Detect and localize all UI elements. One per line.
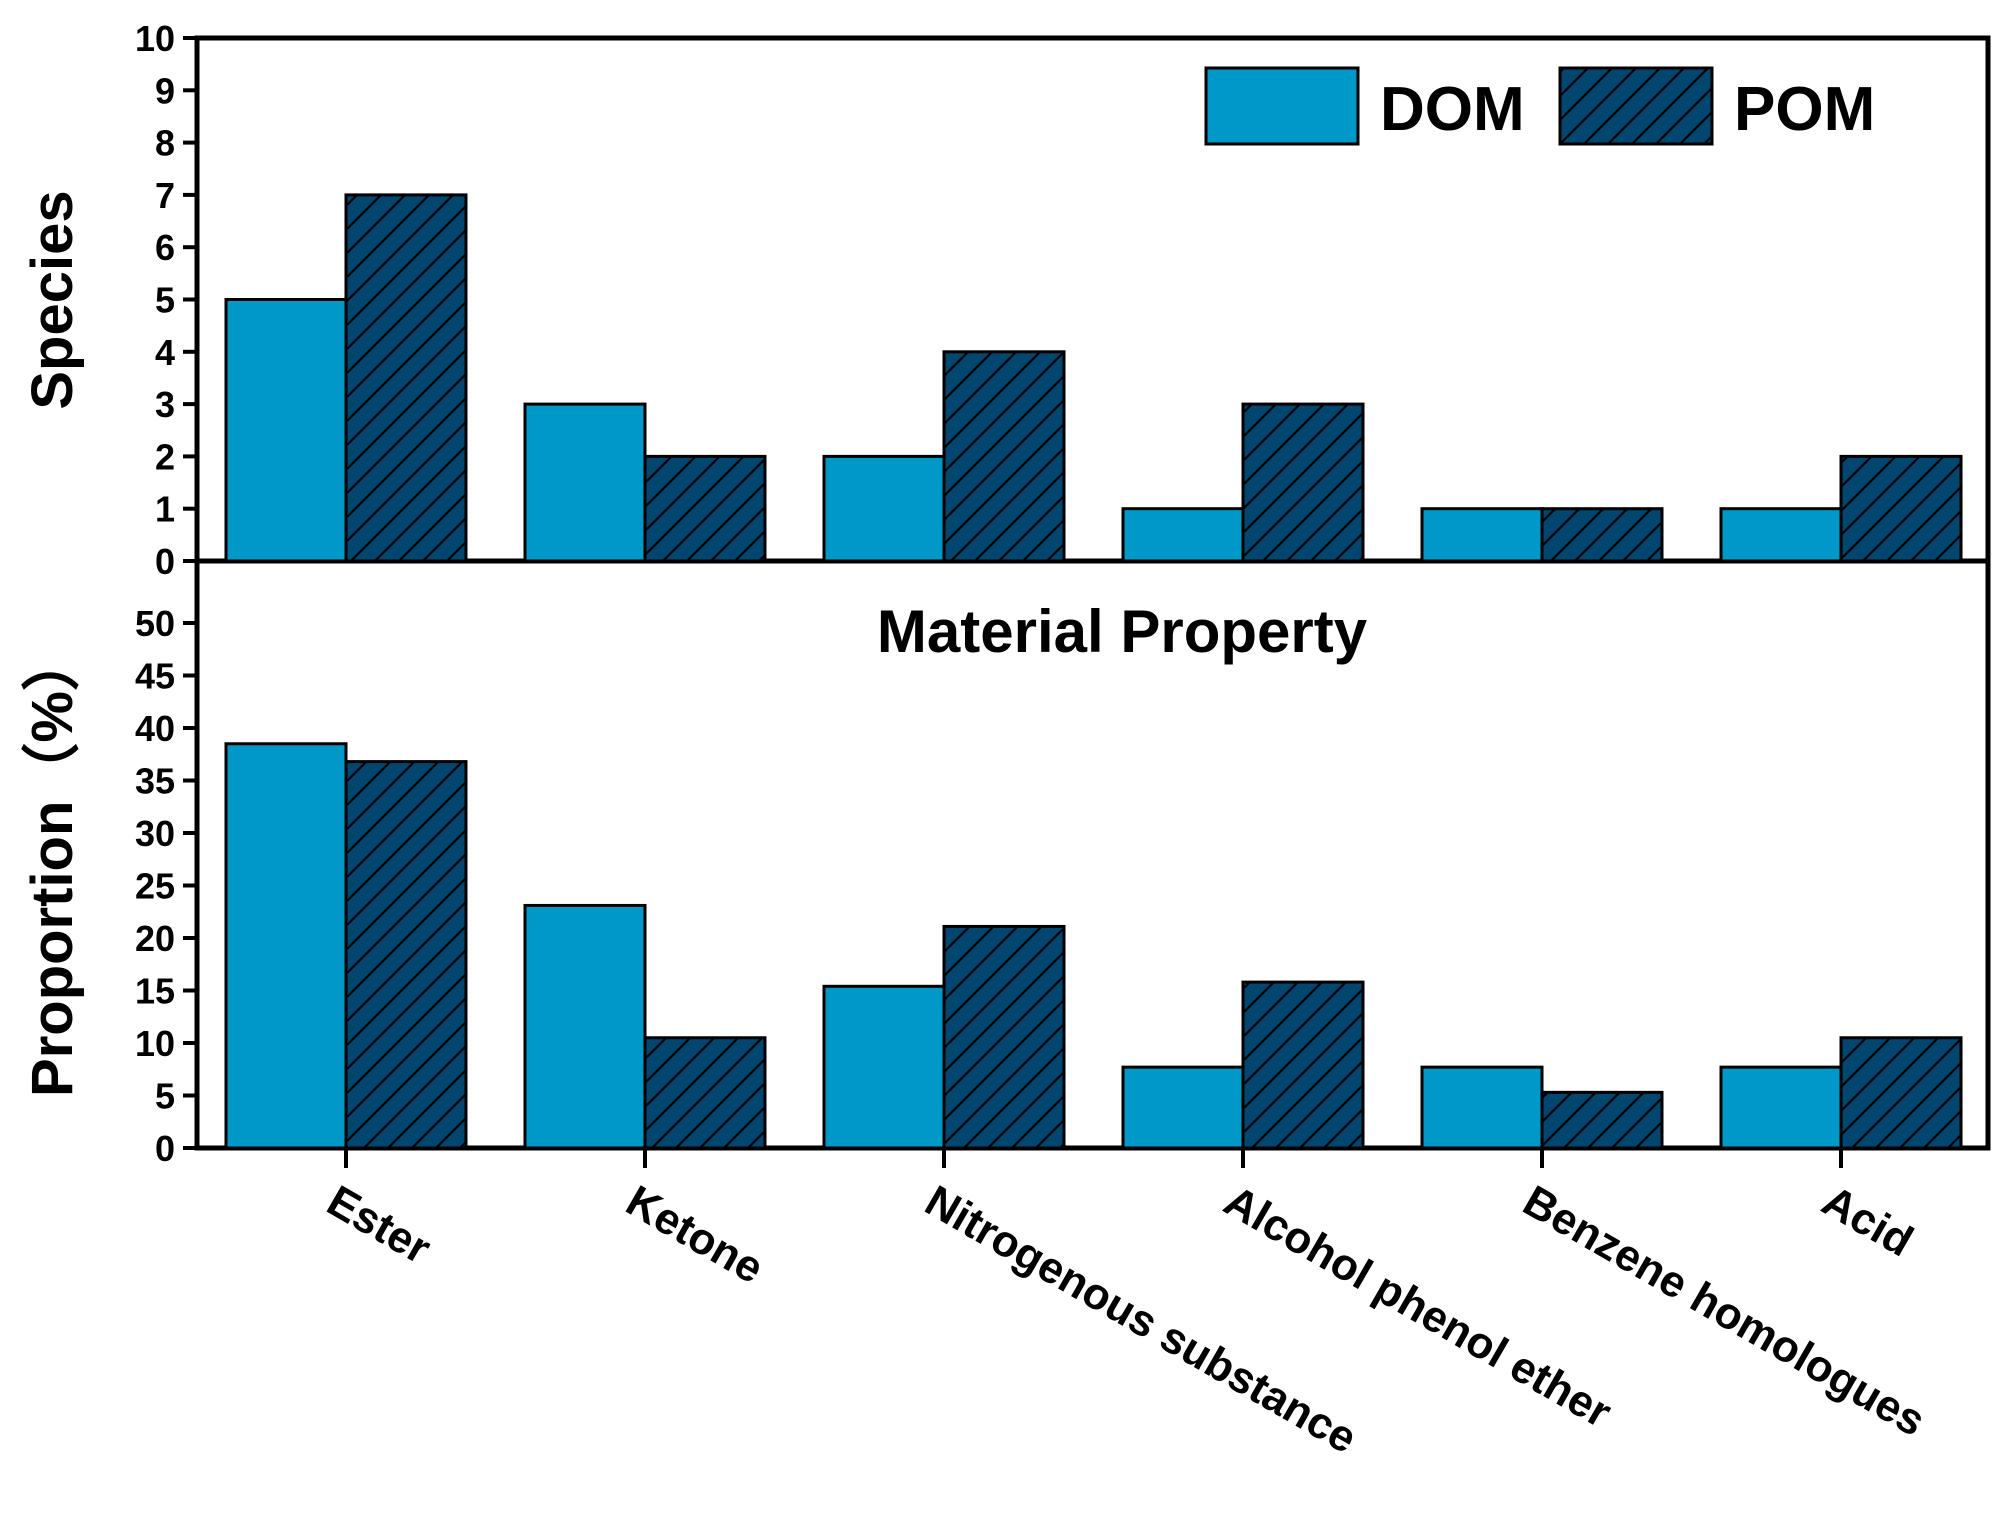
bar-dom-acid-panel1 [1719, 507, 1843, 563]
y-tick-label: 3 [155, 384, 175, 425]
legend-label-dom: DOM [1380, 75, 1525, 144]
bar-dom-nitrogenous-substance-panel1 [822, 454, 946, 563]
bar-dom-nitrogenous-substance-panel2 [822, 984, 946, 1150]
bar-pom-ester-panel2 [344, 760, 468, 1150]
bar-pom-benzene-homologues-panel1 [1540, 507, 1664, 563]
bottom-y-axis-title: Proportion（%） [20, 633, 85, 1097]
panel-title: Material Property [877, 598, 1368, 665]
y-tick-label: 35 [135, 761, 175, 802]
x-category-label: Ketone [618, 1176, 772, 1293]
category-labels: Ester Ketone Nitrogenous substanceAlcohol … [319, 1176, 1933, 1463]
legend-swatch-dom [1204, 66, 1360, 146]
y-tick-label: 9 [155, 70, 175, 111]
bar-dom-acid-panel2 [1719, 1065, 1843, 1150]
bar-dom-ketone-panel1 [523, 402, 647, 563]
bar-dom-alcohol-phenol-ether-panel1 [1121, 507, 1245, 563]
bar-dom-ester-panel1 [224, 298, 348, 563]
y-tick-label: 15 [135, 971, 175, 1012]
y-tick-label: 4 [155, 332, 175, 373]
legend: DOM POM [1204, 66, 1875, 146]
bar-dom-benzene-homologues-panel2 [1420, 1065, 1544, 1150]
y-tick-label: 30 [135, 813, 175, 854]
y-tick-label: 0 [155, 1128, 175, 1169]
y-tick-label: 8 [155, 123, 175, 164]
bar-pom-ester-panel1 [344, 193, 468, 563]
bottom-panel-frame [194, 558, 1991, 1151]
bar-pom-alcohol-phenol-ether-panel2 [1241, 980, 1365, 1150]
bar-pom-nitrogenous-substance-panel2 [942, 924, 1066, 1150]
y-tick-label: 7 [155, 175, 175, 216]
y-tick-label: 50 [135, 603, 175, 644]
bars-layer [224, 193, 1963, 1150]
y-tick-label: 5 [155, 280, 175, 321]
y-tick-label: 10 [135, 1023, 175, 1064]
y-tick-label: 0 [155, 541, 175, 582]
bar-pom-acid-panel2 [1839, 1036, 1963, 1150]
bar-dom-benzene-homologues-panel1 [1420, 507, 1544, 563]
bar-dom-ester-panel2 [224, 742, 348, 1150]
x-category-label: Acid [1814, 1176, 1921, 1266]
y-tick-label: 20 [135, 918, 175, 959]
bar-pom-ketone-panel1 [643, 454, 767, 563]
y-tick-label: 1 [155, 489, 175, 530]
y-tick-label: 5 [155, 1076, 175, 1117]
y-tick-label: 6 [155, 227, 175, 268]
y-tick-label: 25 [135, 866, 175, 907]
legend-swatch-pom [1558, 66, 1714, 146]
x-category-label: Ester [319, 1176, 439, 1273]
y-tick-label: 45 [135, 656, 175, 697]
bar-pom-alcohol-phenol-ether-panel1 [1241, 402, 1365, 563]
bar-dom-alcohol-phenol-ether-panel2 [1121, 1065, 1245, 1150]
y-tick-label: 2 [155, 436, 175, 477]
top-y-axis-title: Species [20, 190, 85, 409]
bar-pom-ketone-panel2 [643, 1036, 767, 1150]
bar-pom-benzene-homologues-panel2 [1540, 1090, 1664, 1150]
bar-pom-nitrogenous-substance-panel1 [942, 350, 1066, 563]
bar-pom-acid-panel1 [1839, 454, 1963, 563]
legend-label-pom: POM [1734, 75, 1875, 144]
y-tick-label: 10 [135, 18, 175, 59]
bar-dom-ketone-panel2 [523, 903, 647, 1150]
y-tick-label: 40 [135, 708, 175, 749]
